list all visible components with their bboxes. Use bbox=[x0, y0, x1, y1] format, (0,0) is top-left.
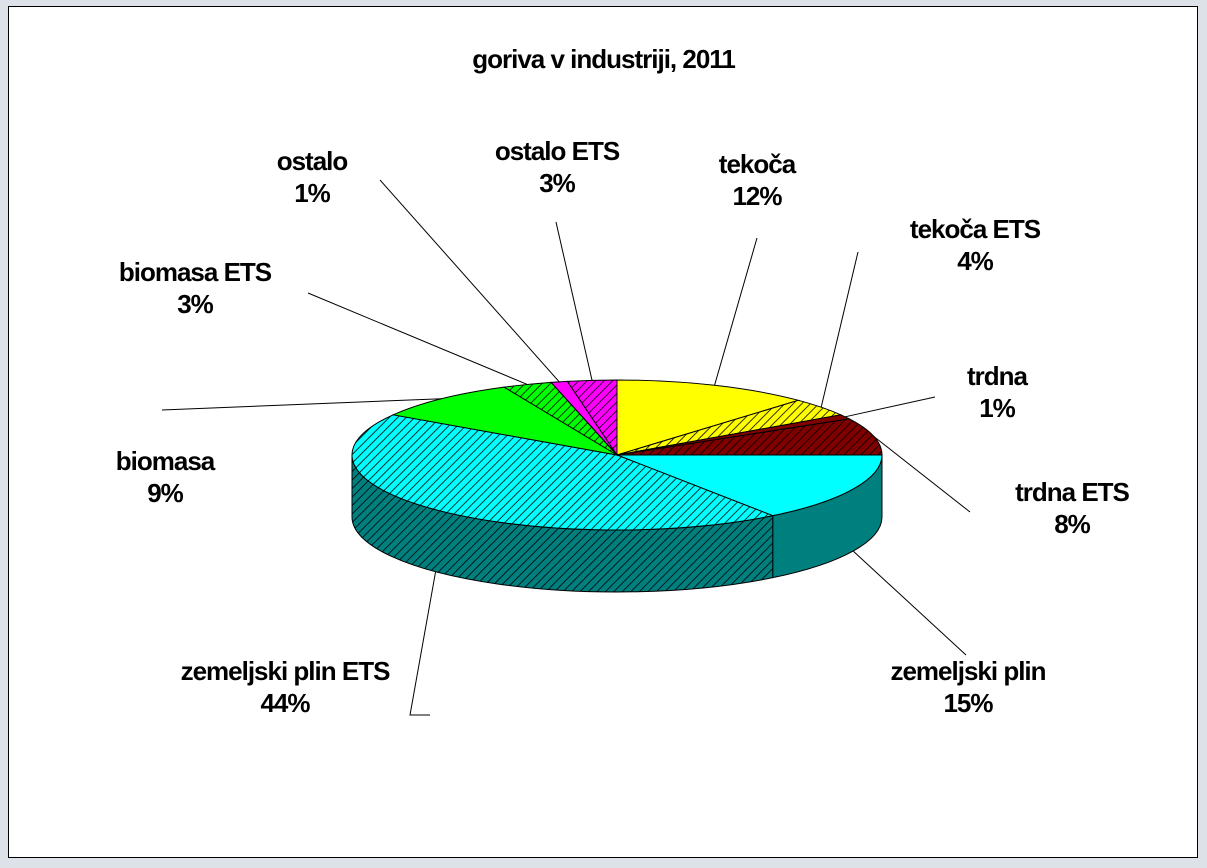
category-label: tekoča ETS bbox=[909, 214, 1041, 244]
value-label: 15% bbox=[943, 688, 993, 718]
category-label: tekoča bbox=[718, 149, 796, 179]
slice bbox=[351, 414, 775, 531]
leader-line bbox=[844, 396, 936, 418]
data-label: zemeljski plin 15% bbox=[890, 655, 1046, 719]
data-label: zemeljski plin ETS 44% bbox=[170, 655, 400, 719]
leader-line bbox=[852, 550, 967, 656]
leader-line bbox=[555, 221, 593, 381]
data-label: biomasa ETS 3% bbox=[118, 256, 272, 320]
data-label: trdna ETS 8% bbox=[1015, 476, 1130, 540]
slice bbox=[616, 379, 801, 456]
data-label: tekoča ETS 4% bbox=[909, 213, 1041, 277]
category-label: ostalo ETS bbox=[494, 136, 620, 166]
category-label: trdna ETS bbox=[1015, 477, 1130, 507]
value-label: 3% bbox=[177, 289, 214, 319]
chart-title: goriva v industriji, 2011 bbox=[472, 44, 736, 74]
leader-line bbox=[409, 571, 437, 716]
slice bbox=[616, 418, 883, 456]
category-label: zemeljski plin ETS bbox=[180, 656, 391, 686]
data-label: tekoča 12% bbox=[718, 148, 796, 212]
value-label: 9% bbox=[147, 478, 184, 508]
leader-line bbox=[379, 179, 560, 383]
value-label: 1% bbox=[979, 393, 1016, 423]
category-label: trdna bbox=[967, 361, 1028, 391]
data-label: biomasa 9% bbox=[116, 445, 215, 509]
data-label: trdna 1% bbox=[967, 360, 1028, 424]
value-label: 3% bbox=[539, 168, 576, 198]
leader-line bbox=[820, 251, 859, 408]
category-label: ostalo bbox=[276, 146, 349, 176]
data-label: ostalo 1% bbox=[276, 145, 349, 209]
data-label: ostalo ETS 3% bbox=[494, 135, 620, 199]
category-label: biomasa ETS bbox=[118, 257, 272, 287]
leader-line bbox=[873, 435, 971, 513]
value-label: 4% bbox=[957, 246, 994, 276]
slice bbox=[616, 454, 883, 517]
leader-line bbox=[307, 292, 528, 385]
leader-line bbox=[161, 398, 442, 411]
value-label: 8% bbox=[1054, 509, 1091, 539]
category-label: zemeljski plin bbox=[890, 656, 1046, 686]
leader-line bbox=[714, 237, 758, 386]
value-label: 44% bbox=[260, 688, 310, 718]
category-label: biomasa bbox=[115, 446, 215, 476]
value-label: 12% bbox=[732, 181, 782, 211]
value-label: 1% bbox=[294, 178, 331, 208]
